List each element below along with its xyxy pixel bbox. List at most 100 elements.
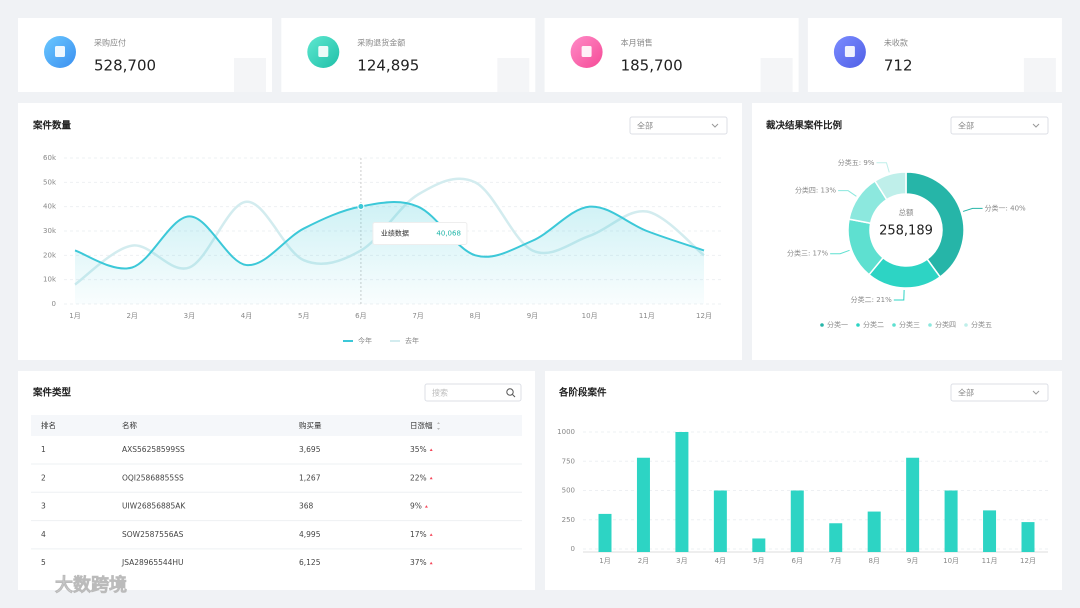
x-tick-label: 6月 [792,557,803,565]
legend-label: 分类四 [935,320,956,329]
x-tick-label: 8月 [470,312,481,320]
bar [944,490,958,552]
column-header: 购买量 [299,420,322,430]
table-cell: UIW26856885AK [122,502,186,511]
bar [752,538,766,552]
y-tick-label: 1000 [557,428,575,436]
card-icon-glyph [581,46,592,57]
up-arrow [429,533,433,536]
tooltip-value: 40,068 [436,230,461,238]
series-line [74,201,705,270]
bar [829,523,843,552]
card-watermark [234,58,266,92]
pie-slice [873,171,907,201]
legend-label: 去年 [405,336,419,345]
legend-label: 分类三 [899,320,920,329]
card-icon-glyph [844,46,855,57]
x-tick-label: 11月 [639,312,655,320]
y-tick-label: 0 [571,545,575,553]
x-tick-label: 5月 [298,312,309,320]
x-tick-label: 10月 [582,312,598,320]
legend-label: 分类一 [827,320,848,329]
area [75,202,704,304]
panel [752,103,1062,360]
column-header: 日涨幅 [410,420,433,430]
x-tick-label: 7月 [830,557,841,565]
legend-dot [964,323,968,327]
table-cell: 17% [410,530,427,539]
table-cell: 4,995 [299,530,321,539]
dropdown[interactable]: 全部 [950,383,1049,402]
table-cell: 3 [41,502,46,511]
y-tick-label: 20k [43,251,57,259]
legend-dot [928,323,932,327]
table-header [31,415,522,436]
slice-label: 分类四: 13% [795,186,836,195]
legend-dot [892,323,896,327]
x-tick-label: 3月 [184,312,195,320]
x-tick-label: 6月 [355,312,366,320]
table-cell: OQI25868855SS [122,473,184,482]
x-tick-label: 1月 [69,312,80,320]
card-icon-glyph [318,46,329,57]
y-tick-label: 60k [43,154,57,162]
table-cell: 1,267 [299,473,321,482]
card-label: 采购应付 [94,38,126,48]
bar [867,511,881,552]
legend-dot [820,323,824,327]
up-arrow [429,561,433,565]
table-cell: 3,695 [299,445,321,454]
search-box[interactable]: 搜索 [424,383,522,402]
x-tick-label: 2月 [638,557,649,565]
panel-title: 各阶段案件 [558,387,607,399]
card-value: 712 [884,57,913,75]
table-cell: JSA28965544HU [121,558,184,567]
y-tick-label: 0 [52,300,56,308]
x-tick-label: 9月 [907,557,918,565]
card-watermark [497,58,530,92]
card-label: 本月销售 [621,38,653,48]
column-header: 名称 [122,420,137,430]
center-label: 总额 [899,207,914,217]
center-value: 258,189 [879,224,933,239]
x-tick-label: 11月 [982,557,998,565]
bar [675,432,689,552]
x-tick-label: 9月 [527,312,538,320]
leader-line [876,162,890,173]
watermark: 大数跨境 [55,574,127,596]
x-tick-label: 10月 [943,557,959,565]
leader-line [893,289,905,301]
y-tick-label: 750 [562,457,575,465]
x-tick-label: 12月 [696,312,712,320]
dropdown-label: 全部 [637,121,653,131]
x-tick-label: 4月 [715,557,726,565]
card-value: 185,700 [621,57,683,75]
y-tick-label: 500 [562,487,575,495]
sort-icon [437,422,440,430]
card-label: 采购退货金额 [357,38,405,48]
table-cell: 9% [410,502,422,511]
table-cell: 35% [410,445,427,454]
table-cell: 6,125 [299,558,321,567]
y-tick-label: 250 [562,516,575,524]
panel-title: 裁决结果案件比例 [766,120,842,132]
table-cell: 368 [299,502,314,511]
tooltip-label: 业绩数据 [381,229,409,238]
bar [790,490,804,552]
bar [906,457,920,552]
legend-label: 分类五 [971,320,992,329]
dropdown-label: 全部 [958,121,974,131]
up-arrow [424,505,428,508]
legend-label: 分类二 [863,320,884,329]
dropdown[interactable]: 全部 [629,116,728,135]
leader-line [962,207,983,212]
panel-title: 案件类型 [32,387,72,399]
y-tick-label: 50k [43,178,57,186]
card-watermark [760,58,793,92]
bar [983,510,997,552]
dropdown[interactable]: 全部 [950,116,1049,135]
x-tick-label: 2月 [126,312,137,320]
x-tick-label: 3月 [676,557,687,565]
table-cell: 4 [41,530,46,539]
